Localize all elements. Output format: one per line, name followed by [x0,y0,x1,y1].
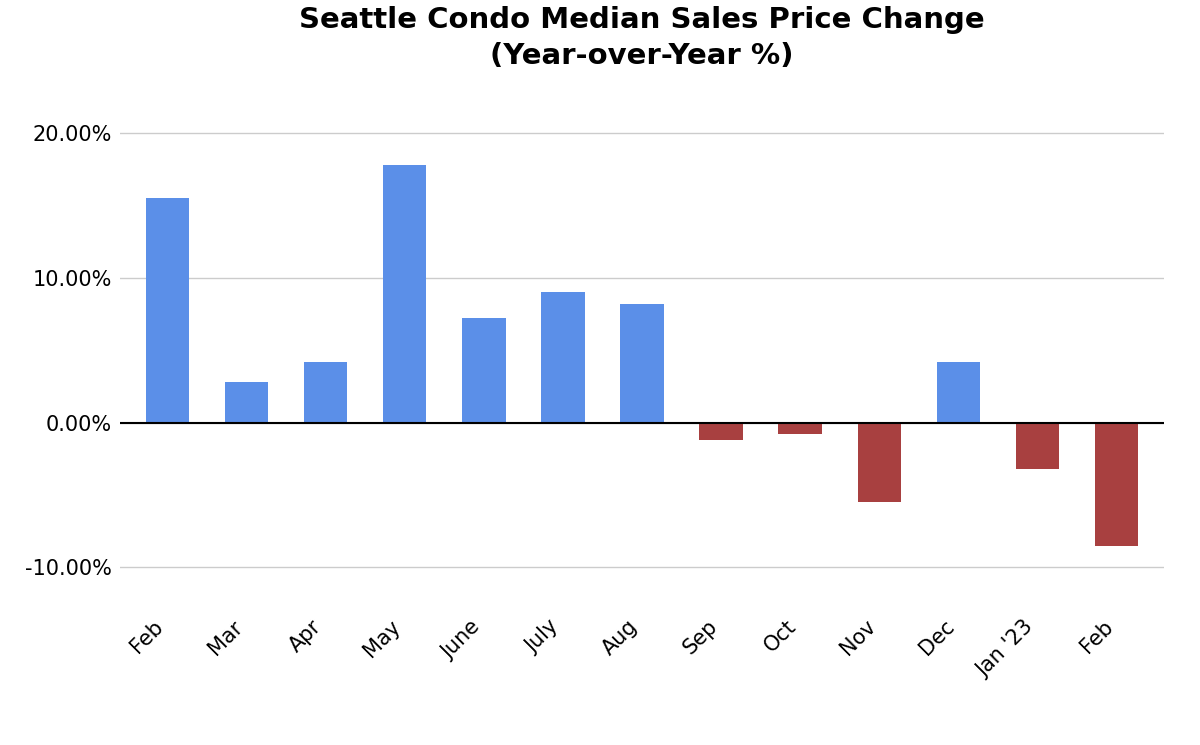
Title: Seattle Condo Median Sales Price Change
(Year-over-Year %): Seattle Condo Median Sales Price Change … [299,6,985,70]
Bar [145,198,190,422]
Bar [462,318,505,422]
Bar [1015,422,1060,469]
Bar [541,292,584,422]
Bar [224,382,269,422]
Bar [700,422,743,440]
Bar [1094,422,1139,545]
Bar [383,165,426,422]
Bar [779,422,822,434]
Bar [858,422,901,502]
Bar [937,362,980,422]
Bar [304,362,347,422]
Bar [620,304,664,422]
